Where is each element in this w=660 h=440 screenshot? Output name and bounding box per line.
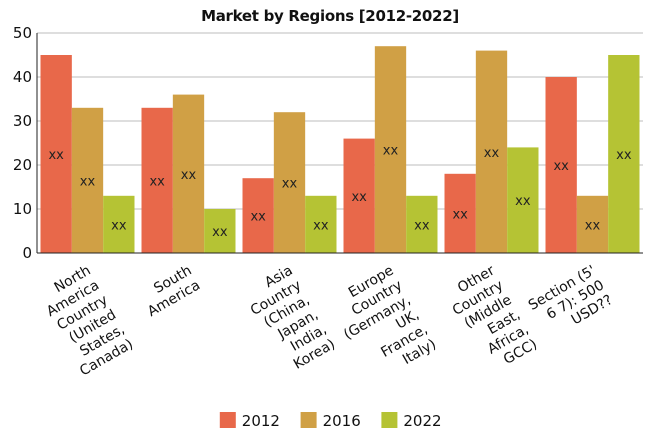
x-tick-label: NorthAmericaCountry(UnitedStates,Canada)	[35, 263, 136, 380]
legend-label: 2022	[403, 412, 441, 430]
y-tick-label: 20	[13, 156, 32, 174]
data-label: xx	[48, 148, 64, 163]
bar	[305, 195, 337, 253]
legend-label: 2016	[323, 412, 361, 430]
bar	[343, 138, 375, 253]
data-label: xx	[181, 168, 197, 183]
legend-swatch	[300, 412, 317, 428]
legend-swatch	[219, 412, 236, 428]
y-tick-label: 30	[13, 112, 32, 130]
y-tick-label: 50	[13, 24, 32, 42]
y-tick-label: 40	[13, 68, 32, 86]
bar	[273, 112, 306, 253]
data-label: xx	[250, 210, 266, 225]
data-label: xx	[282, 177, 298, 192]
data-label: xx	[149, 174, 165, 189]
bar	[242, 178, 274, 253]
data-label: xx	[111, 218, 127, 233]
bar	[204, 209, 236, 253]
bar-layer: xx xx xx xx xx xx xx xx xx xx xx xx xx xx xx xx xx xx	[40, 46, 640, 254]
bar	[141, 107, 173, 253]
data-label: xx	[351, 190, 367, 205]
data-label: xx	[383, 144, 399, 159]
data-label: xx	[80, 174, 96, 189]
data-label: xx	[452, 207, 468, 222]
data-label: xx	[616, 148, 632, 163]
bar	[444, 173, 476, 253]
data-label: xx	[585, 218, 601, 233]
legend: 2012 2016 2022	[219, 412, 442, 430]
bar	[71, 107, 104, 253]
x-tick-label: AsiaCountry(China,Japan,India,Korea)	[239, 263, 338, 378]
bar	[576, 195, 609, 253]
y-tick-label: 10	[13, 200, 32, 218]
bar	[406, 195, 438, 253]
data-label: xx	[484, 146, 500, 161]
bar	[608, 55, 640, 253]
bar	[374, 46, 407, 254]
legend-swatch	[381, 412, 398, 428]
legend-label: 2012	[242, 412, 280, 430]
x-tick-label: OtherCountry(MiddleEast,Africa,GCC)	[441, 262, 540, 377]
data-label: xx	[212, 225, 228, 240]
bar	[475, 50, 508, 253]
axis-layer: 0 10 20 30 40 50 NorthAmericaCountry(UnitedSta…	[13, 24, 643, 388]
data-label: xx	[313, 218, 329, 233]
chart-title: Market by Regions [2012-2022]	[201, 7, 459, 25]
bar	[507, 147, 539, 253]
bar	[103, 195, 135, 253]
x-tick-label: SouthAmerica	[136, 263, 203, 320]
bar	[40, 55, 72, 253]
bar	[172, 94, 205, 253]
data-label: xx	[414, 218, 430, 233]
bar	[545, 77, 577, 253]
x-tick-label: Section (5'6 7): 500USD??	[526, 263, 616, 344]
data-label: xx	[515, 194, 531, 209]
x-tick-label: EuropeCountry(Germany,UK,France,Italy)	[324, 263, 439, 388]
y-tick-label: 0	[22, 244, 32, 262]
data-label: xx	[553, 159, 569, 174]
